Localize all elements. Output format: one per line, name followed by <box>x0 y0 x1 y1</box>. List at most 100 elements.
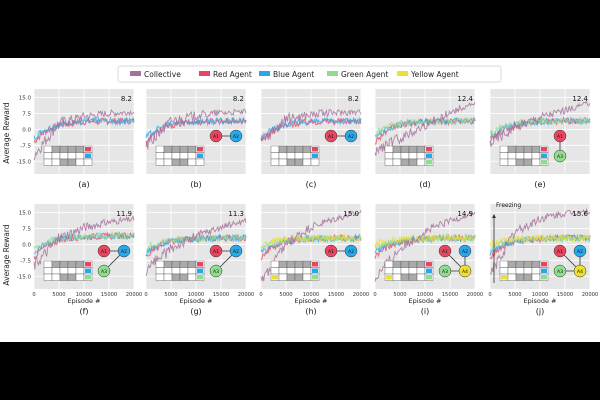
grid-cell <box>384 152 394 160</box>
grid-cell <box>278 273 288 281</box>
graph-node-a1 <box>553 244 567 258</box>
goal-cell-red <box>85 262 91 267</box>
peak-value-label: 8.2 <box>348 95 359 103</box>
grid-cell <box>499 145 509 153</box>
graph-node-a4 <box>573 264 587 278</box>
chart-legend: Collective Red Agent Blue Agent Green Agent… <box>117 65 502 83</box>
grid-cell <box>507 152 517 160</box>
grid-cell <box>67 273 77 281</box>
goal-cell-blue <box>85 268 91 273</box>
environment-grid-inset <box>499 145 549 166</box>
graph-node-label: A1 <box>213 134 219 140</box>
peak-value-label: 14.9 <box>457 210 473 218</box>
grid-cell <box>179 152 189 160</box>
goal-cell-green <box>426 275 432 280</box>
grid-cell <box>171 152 181 160</box>
grid-cell <box>43 273 53 281</box>
grid-cell <box>515 158 525 166</box>
grid-cell <box>499 260 509 268</box>
goal-cell-blue <box>426 153 432 158</box>
panel-c: 8.2 A1 A2 (c) <box>260 89 362 189</box>
agent-graph-inset: A1 A4 A2 A3 <box>553 244 587 278</box>
legend-label-yellow-agent: Yellow Agent <box>410 70 459 79</box>
graph-node-label: A2 <box>233 249 239 255</box>
graph-node-label: A1 <box>328 134 334 140</box>
panel-d: 12.4 (d) <box>374 89 476 189</box>
grid-cell <box>515 152 525 160</box>
grid-cell <box>392 158 402 166</box>
agent-graph-inset: A1 A2 <box>209 129 243 143</box>
legend-swatch-green-agent <box>327 71 338 76</box>
environment-grid-inset <box>155 145 205 166</box>
x-tick-label: 0 <box>488 292 491 298</box>
series-line-agent-3 <box>489 116 591 136</box>
goal-cell-red <box>197 262 203 267</box>
grid-cell <box>51 158 61 166</box>
y-tick-label: 15.0 <box>19 96 32 102</box>
grid-cell <box>294 260 304 268</box>
graph-node-a3 <box>97 264 111 278</box>
x-tick-label: 15000 <box>328 292 345 298</box>
grid-cell <box>523 152 533 160</box>
x-axis-label: Episode # <box>67 297 100 305</box>
grid-cell <box>523 145 533 153</box>
graph-node-a1 <box>209 244 223 258</box>
peak-value-label: 12.4 <box>457 95 473 103</box>
graph-node-a2 <box>229 244 243 258</box>
top-letterbox <box>0 0 600 58</box>
x-tick-label: 0 <box>259 292 262 298</box>
x-axis-label: Episode # <box>523 297 556 305</box>
panel-label: (a) <box>78 180 89 189</box>
x-tick-label: 0 <box>32 292 35 298</box>
grid-cell <box>392 145 402 153</box>
y-tick-label: 15.0 <box>19 211 32 217</box>
grid-cell <box>43 152 53 160</box>
environment-grid-inset <box>270 145 320 166</box>
environment-grid-inset <box>384 145 434 166</box>
goal-cell-red <box>312 147 318 152</box>
grid-cell <box>286 145 296 153</box>
grid-cell <box>171 267 181 275</box>
agent-graph-inset: A1 A4 A2 A3 <box>438 244 472 278</box>
graph-node-label: A1 <box>328 249 334 255</box>
goal-cell-blue <box>197 268 203 273</box>
peak-value-label: 15.6 <box>572 210 588 218</box>
grid-cell <box>75 145 85 153</box>
x-tick-label: 5000 <box>164 292 177 298</box>
graph-node-label: A1 <box>557 134 563 140</box>
grid-cell <box>294 273 304 281</box>
grid-cell <box>163 145 173 153</box>
graph-node-label: A1 <box>101 249 107 255</box>
grid-cell <box>67 260 77 268</box>
grid-cell <box>75 267 85 275</box>
x-tick-label: 5000 <box>508 292 521 298</box>
grid-cell <box>75 260 85 268</box>
panel-label: (f) <box>79 307 88 316</box>
goal-cell-green <box>312 275 318 280</box>
grid-cell <box>499 158 509 166</box>
agent-graph-inset: A3 A2 A1 <box>209 244 243 278</box>
graph-node-label: A1 <box>442 249 448 255</box>
grid-cell <box>384 145 394 153</box>
grid-cell <box>408 145 418 153</box>
series-line-agent-2 <box>33 116 135 140</box>
grid-cell <box>416 273 426 281</box>
grid-cell <box>302 273 312 281</box>
panels-group: 15.0 7.5 0.0 -7.5 -15.0 8.2 (a) 8.2 A1 A2 (b) 8.2 A1… <box>17 89 598 316</box>
grid-cell <box>43 267 53 275</box>
grid-cell <box>155 145 165 153</box>
grid-cell <box>179 158 189 166</box>
grid-cell <box>392 267 402 275</box>
grid-cell <box>155 260 165 268</box>
grid-cell <box>163 267 173 275</box>
grid-cell <box>384 267 394 275</box>
panel-label: (i) <box>421 307 429 316</box>
grid-cell <box>523 260 533 268</box>
graph-node-label: A3 <box>557 269 563 275</box>
grid-cell <box>163 260 173 268</box>
grid-cell <box>171 260 181 268</box>
grid-cell <box>294 158 304 166</box>
grid-cell <box>499 152 509 160</box>
x-tick-label: 15000 <box>442 292 459 298</box>
x-axis-label: Episode # <box>408 297 441 305</box>
